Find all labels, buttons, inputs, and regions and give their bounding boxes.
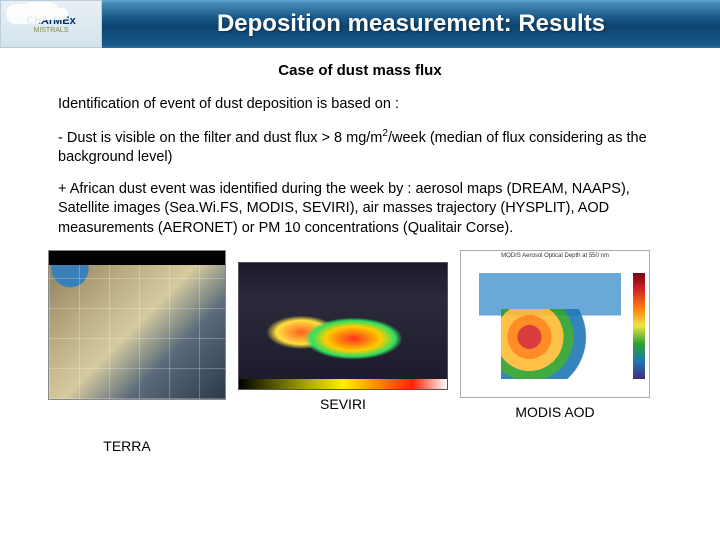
figure-seviri: SEVIRI (238, 262, 448, 454)
paragraph-intro: Identification of event of dust depositi… (58, 95, 662, 115)
paragraph-sources: + African dust event was identified duri… (58, 180, 662, 239)
modis-label: MODIS AOD (515, 404, 594, 420)
modis-heat-overlay (501, 309, 596, 379)
modis-mini-title: MODIS Aerosol Optical Depth at 550 nm (461, 253, 649, 259)
slide-title: Deposition measurement: Results (217, 10, 605, 38)
seviri-satellite-image (238, 262, 448, 390)
logo-sub-text: MISTRALS (33, 27, 68, 34)
modis-colorbar (633, 273, 645, 379)
seviri-label: SEVIRI (320, 396, 366, 412)
modis-aod-map: MODIS Aerosol Optical Depth at 550 nm (460, 250, 650, 398)
figure-terra: TERRA (48, 250, 226, 454)
terra-label: TERRA (103, 438, 150, 454)
slide-subtitle: Case of dust mass flux (0, 62, 720, 79)
logo-cloud-icon (6, 4, 46, 24)
paragraph-criteria: - Dust is visible on the filter and dust… (58, 127, 662, 168)
slide-header: ChArMEx MISTRALS Deposition measurement:… (0, 0, 720, 48)
p2-part-a: - Dust is visible on the filter and dust… (58, 129, 382, 145)
figure-modis: MODIS Aerosol Optical Depth at 550 nm MO… (460, 250, 650, 454)
terra-satellite-image (48, 250, 226, 400)
figures-row: TERRA SEVIRI MODIS Aerosol Optical Depth… (0, 250, 720, 454)
title-bar: Deposition measurement: Results (102, 0, 720, 48)
body-content: Identification of event of dust depositi… (0, 95, 720, 238)
logo: ChArMEx MISTRALS (0, 0, 102, 48)
